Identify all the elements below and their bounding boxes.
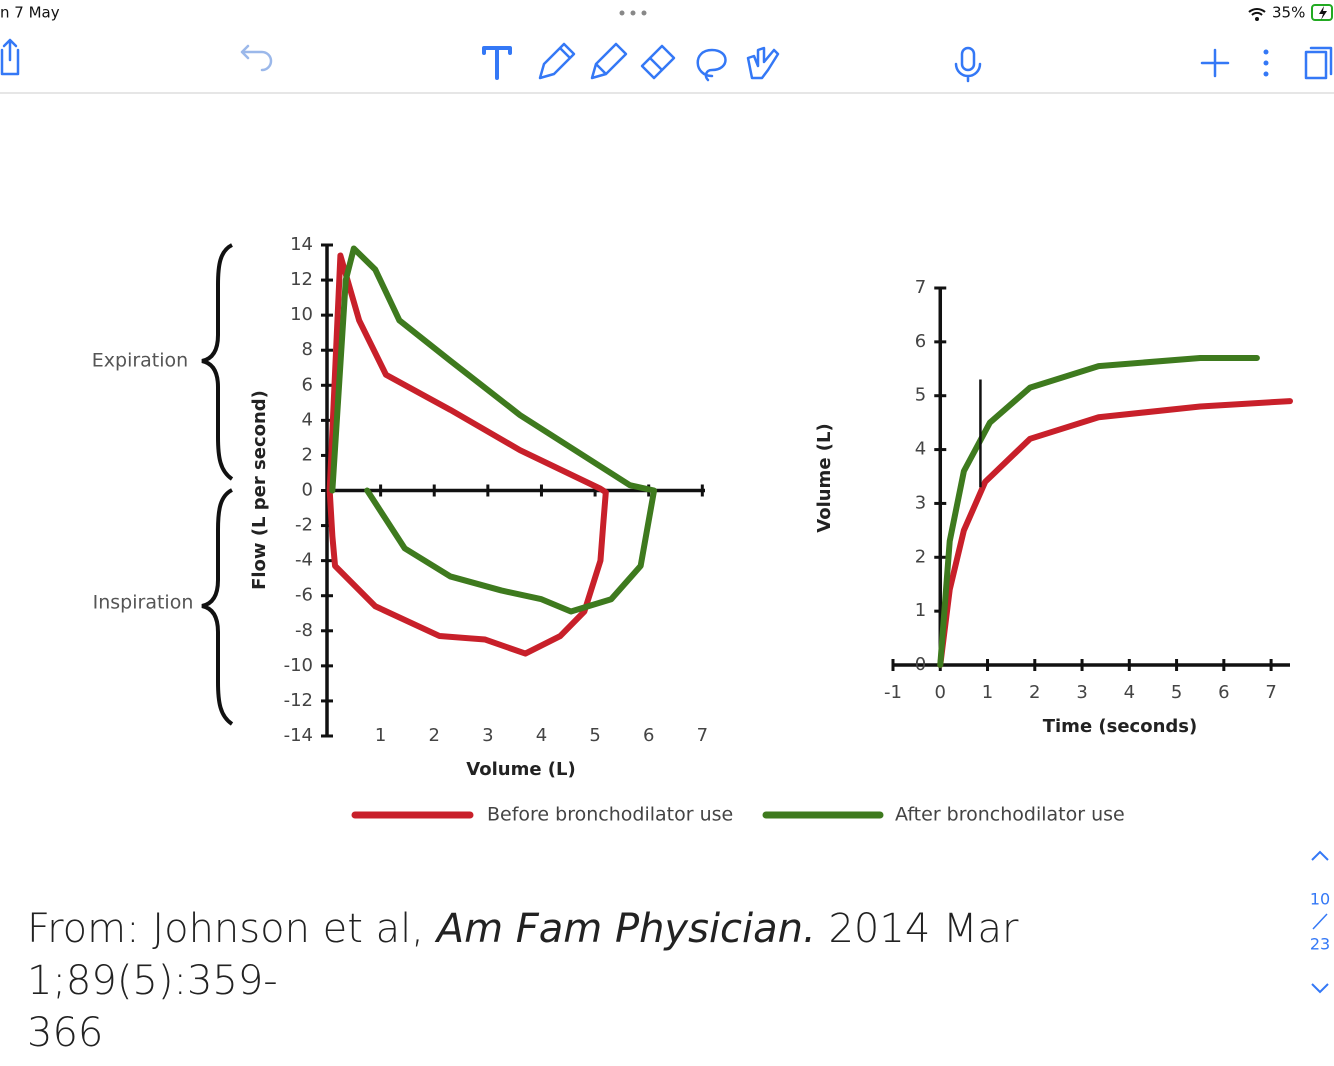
x-tick-label: 1 [982,682,993,703]
page-slash [1312,913,1328,930]
x-tick-label: 2 [429,725,440,746]
charging-bolt [1319,6,1327,20]
y-tick-label: -10 [284,655,313,676]
data-line [937,398,1293,668]
x-axis-title: Time (seconds) [1043,716,1198,737]
current-page: 10 [1310,890,1330,909]
x-tick-label: -1 [884,682,902,703]
page-up-button[interactable] [1311,850,1329,861]
y-tick-label: 4 [302,409,313,430]
more-button[interactable] [1263,49,1269,77]
y-tick-label: 12 [290,269,313,290]
y-tick-label: -2 [295,515,313,536]
status-date: n 7 May [0,4,60,22]
pen-tool[interactable] [538,42,576,80]
y-tick-label: 6 [302,374,313,395]
eraser-tool[interactable] [640,44,676,80]
y-tick-label: 14 [290,234,313,255]
y-tick-label: -4 [295,550,313,571]
x-tick-label: 7 [697,725,708,746]
x-tick-label: 2 [1029,682,1040,703]
x-tick-label: 3 [482,725,493,746]
x-tick-label: 4 [1124,682,1135,703]
data-line [937,355,1260,668]
legend-label: After bronchodilator use [895,804,1125,826]
expiration-brace [201,243,234,481]
page-down-button[interactable] [1311,983,1329,994]
text-tool[interactable] [482,46,512,80]
undo-button[interactable] [240,44,273,72]
x-tick-label: 6 [1218,682,1229,703]
caption: From: Johnson et al, Am Fam Physician. 2… [27,903,1267,1059]
x-tick-label: 6 [643,725,654,746]
y-tick-label: 6 [915,331,926,352]
x-tick-label: 4 [536,725,547,746]
wifi-dot [1255,17,1259,21]
x-tick-label: 0 [935,682,946,703]
y-tick-label: 10 [290,304,313,325]
share-button[interactable] [0,38,20,76]
legend-label: Before bronchodilator use [487,804,733,826]
y-tick-label: -12 [284,690,313,711]
y-tick-label: 8 [302,339,313,360]
y-tick-label: -14 [284,725,313,746]
battery-icon [1311,4,1333,21]
y-tick-label: 0 [915,654,926,675]
wifi-icon [1248,8,1266,16]
data-line [329,245,658,615]
data-line [326,252,609,657]
x-tick-label: 5 [589,725,600,746]
annotation: Expiration [92,350,188,372]
y-axis-title: Flow (L per second) [249,390,270,590]
y-tick-label: 0 [302,480,313,501]
highlighter-tool[interactable] [590,42,628,80]
y-tick-label: 4 [915,439,926,460]
caption-text: 2014 Mar 1;89(5):359- [27,906,1019,1004]
y-tick-label: -8 [295,620,313,641]
y-tick-label: 1 [915,600,926,621]
total-pages: 23 [1310,935,1330,954]
x-tick-label: 1 [375,725,386,746]
y-tick-label: 7 [915,277,926,298]
caption-journal: Am Fam Physician. [436,906,816,952]
annotation: Inspiration [93,592,194,614]
caption-text: 366 [27,1010,104,1056]
y-tick-label: 2 [915,546,926,567]
y-tick-label: -6 [295,585,313,606]
y-tick-label: 2 [302,444,313,465]
caption-text: From: Johnson et al, [27,906,437,952]
x-axis-title: Volume (L) [466,759,575,780]
pages-button[interactable] [1304,46,1333,80]
inspiration-brace [201,488,234,726]
battery-percent: 35% [1272,4,1305,22]
x-tick-label: 3 [1076,682,1087,703]
lasso-tool[interactable] [696,48,727,82]
y-axis-title: Volume (L) [814,423,835,532]
y-tick-label: 5 [915,385,926,406]
x-tick-label: 5 [1171,682,1182,703]
add-page-button[interactable] [1200,48,1230,78]
microphone-button[interactable] [954,46,982,83]
y-tick-label: 3 [915,492,926,513]
x-tick-label: 7 [1265,682,1276,703]
multitask-dots[interactable] [619,10,647,16]
hand-tool[interactable] [746,46,780,80]
